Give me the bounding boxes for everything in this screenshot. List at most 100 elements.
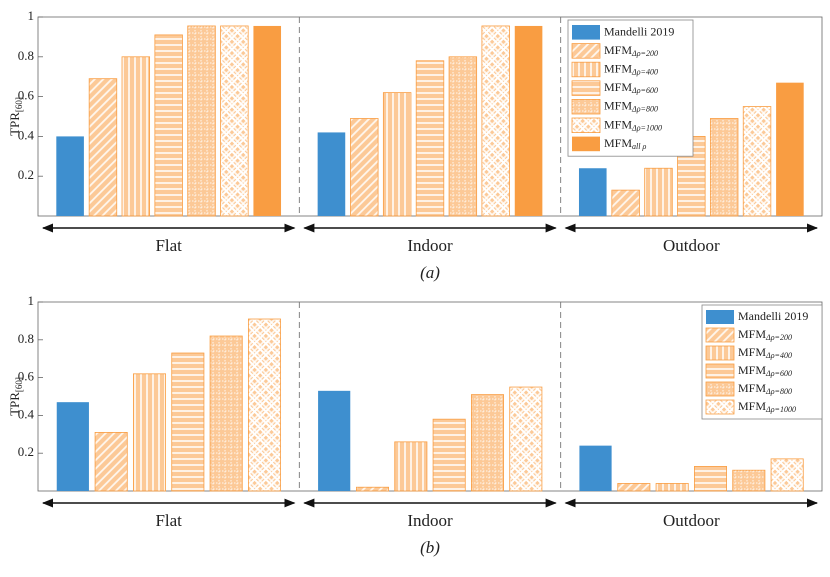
bar — [317, 132, 346, 216]
y-tick-label: 0.8 — [18, 48, 34, 63]
bar — [247, 318, 281, 492]
legend-swatch — [571, 61, 601, 78]
legend-swatch — [706, 310, 734, 324]
bar — [187, 25, 216, 217]
legend-name: MFM — [604, 136, 632, 150]
bar — [470, 394, 504, 492]
bar — [88, 78, 118, 217]
legend-name: MFM — [738, 399, 766, 413]
bar — [776, 82, 804, 216]
bar — [382, 92, 412, 217]
group-label: Flat — [155, 236, 182, 255]
legend-label: MFMΔρ=200 — [738, 327, 792, 342]
legend-swatch — [705, 399, 735, 415]
bar — [448, 56, 478, 217]
group-label: Outdoor — [663, 236, 720, 255]
legend-label: MFMΔρ=400 — [604, 61, 658, 76]
legend-swatch — [705, 327, 735, 343]
bar — [121, 56, 151, 217]
bar — [56, 136, 84, 216]
legend-swatch — [572, 136, 600, 152]
legend-name: MFM — [738, 363, 766, 377]
bar — [579, 445, 612, 491]
bar — [709, 118, 739, 217]
legend-subscript: Δρ=200 — [631, 49, 658, 58]
legend-swatch — [571, 80, 601, 96]
legend-name: MFM — [738, 345, 766, 359]
legend-label: MFMΔρ=1000 — [604, 117, 662, 132]
group-label: Indoor — [407, 511, 453, 530]
legend-name: MFM — [604, 61, 632, 75]
legend-label: MFMall ρ — [604, 136, 646, 151]
bar — [356, 486, 390, 492]
y-tick-label: 0.6 — [18, 88, 35, 103]
legend-label: MFMΔρ=1000 — [738, 399, 796, 414]
legend-label: MFMΔρ=800 — [604, 98, 658, 113]
legend-subscript: Δρ=400 — [631, 67, 658, 76]
bar — [154, 34, 183, 217]
legend-swatch — [571, 43, 601, 59]
bar — [394, 441, 428, 492]
group-label: Outdoor — [663, 511, 720, 530]
legend-swatch — [572, 25, 600, 40]
y-tick-label: 0.4 — [18, 127, 35, 142]
y-tick-label: 1 — [28, 293, 35, 308]
bar — [318, 390, 351, 491]
bar — [94, 432, 128, 492]
legend-subscript: Δρ=1000 — [631, 123, 662, 132]
legend-subscript: Δρ=1000 — [765, 405, 796, 414]
legend-name: MFM — [738, 327, 766, 341]
legend-label: MFMΔρ=600 — [738, 363, 792, 378]
legend-name: MFM — [604, 43, 632, 57]
caption: (a) — [420, 263, 440, 282]
bar — [209, 335, 243, 492]
bar — [514, 25, 543, 216]
bar — [770, 458, 804, 492]
legend-name: Mandelli 2019 — [604, 24, 674, 38]
y-tick-label: 0.8 — [18, 331, 34, 346]
bar — [644, 167, 673, 217]
legend-subscript: Δρ=800 — [631, 105, 658, 114]
bar — [617, 483, 651, 492]
bar — [509, 386, 543, 492]
legend-subscript: Δρ=200 — [765, 333, 792, 342]
group-label: Indoor — [407, 236, 453, 255]
legend-name: MFM — [604, 117, 632, 131]
bar — [133, 373, 167, 492]
y-tick-label: 0.4 — [18, 406, 35, 421]
bar — [732, 469, 766, 492]
legend-label: Mandelli 2019 — [604, 24, 674, 38]
y-tick-label: 1 — [28, 8, 35, 23]
caption: (b) — [420, 538, 440, 557]
legend-subscript: Δρ=600 — [631, 86, 658, 95]
bar — [171, 352, 205, 492]
y-axis-label-sub: [60] — [14, 97, 24, 112]
y-axis-label: TPR[60] — [7, 97, 24, 136]
y-axis-label: TPR[60] — [7, 377, 24, 416]
legend-subscript: Δρ=800 — [765, 387, 792, 396]
legend-subscript: Δρ=400 — [765, 351, 792, 360]
bar — [253, 25, 282, 216]
bar — [350, 118, 379, 217]
bar — [56, 402, 89, 491]
legend-subscript: Δρ=600 — [765, 369, 792, 378]
legend-swatch — [571, 99, 601, 115]
legend-name: Mandelli 2019 — [738, 309, 808, 323]
legend-name: MFM — [604, 98, 632, 112]
legend-subscript: all ρ — [632, 142, 646, 151]
legend-swatch — [705, 381, 735, 397]
bar — [415, 60, 445, 217]
y-axis-label-main: TPR — [7, 112, 22, 136]
legend-swatch — [705, 363, 735, 379]
bar — [578, 168, 607, 216]
bar — [220, 25, 249, 217]
legend-name: MFM — [738, 381, 766, 395]
bar — [611, 189, 640, 217]
legend-label: MFMΔρ=400 — [738, 345, 792, 360]
legend-name: MFM — [604, 80, 632, 94]
legend-label: Mandelli 2019 — [738, 309, 808, 323]
y-axis-label-sub: [60] — [14, 377, 24, 392]
legend-label: MFMΔρ=600 — [604, 80, 658, 95]
